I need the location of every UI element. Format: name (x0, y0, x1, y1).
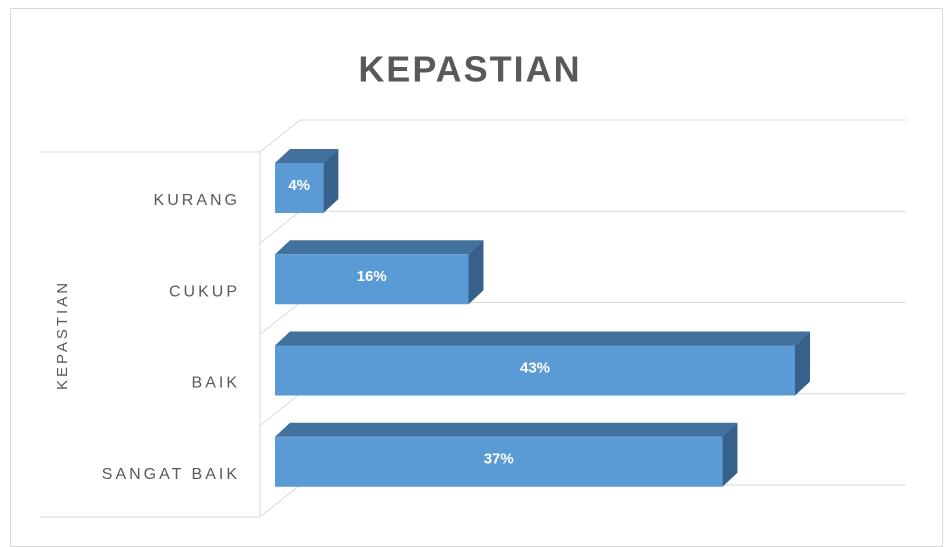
data-label: 43% (520, 359, 550, 376)
data-label: 4% (288, 177, 310, 194)
bar (275, 436, 723, 487)
grid-line (259, 393, 301, 427)
data-label: 37% (484, 451, 514, 468)
y-axis-label: KEPASTIAN (54, 280, 71, 390)
grid-line (259, 302, 301, 335)
bar-top (275, 422, 738, 437)
bar (275, 163, 324, 213)
bar-top (275, 240, 484, 255)
category-label: KURANG (154, 192, 240, 209)
bar (275, 345, 795, 396)
bar-side (323, 149, 339, 213)
chart-title: KEPASTIAN (358, 49, 581, 90)
bar-top (275, 331, 810, 346)
bar-side (468, 240, 484, 305)
bar-side (795, 331, 810, 396)
grid-line (259, 210, 301, 244)
grid-line (259, 119, 301, 153)
bar-side (722, 422, 738, 487)
grid-line (259, 484, 301, 518)
category-label: BAIK (192, 375, 240, 392)
bar (275, 254, 469, 305)
category-label: CUKUP (169, 283, 240, 300)
bar-top (275, 149, 339, 163)
data-label: 16% (357, 268, 387, 285)
category-label: SANGAT BAIK (102, 466, 240, 483)
